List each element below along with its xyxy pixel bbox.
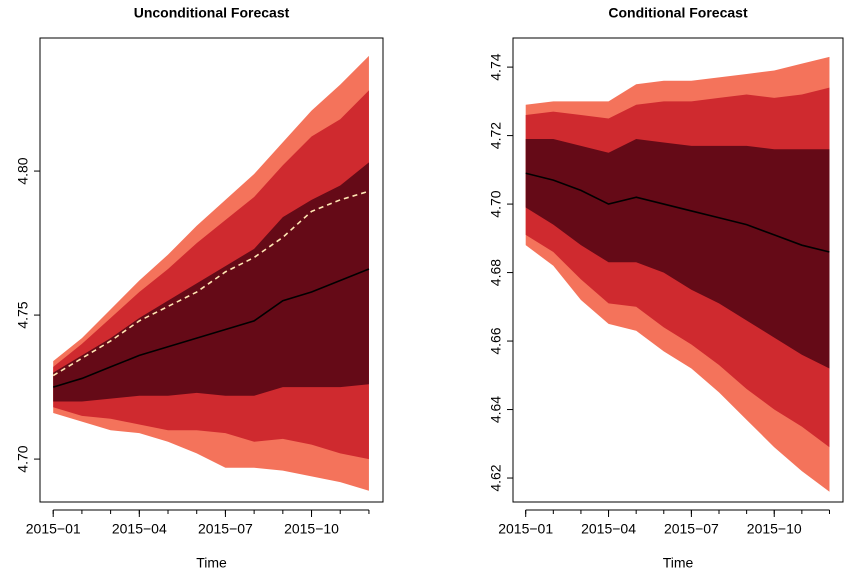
x-tick-label: 2015−10 bbox=[284, 521, 339, 537]
chart-title: Conditional Forecast bbox=[608, 5, 748, 21]
y-tick-label: 4.72 bbox=[488, 122, 504, 149]
forecast-line bbox=[525, 172, 830, 253]
y-tick-label: 4.64 bbox=[488, 396, 504, 423]
x-tick-label: 2015−01 bbox=[26, 521, 81, 537]
chart-title: Unconditional Forecast bbox=[134, 5, 290, 21]
x-tick-label: 2015−07 bbox=[664, 521, 719, 537]
plot-box bbox=[39, 37, 384, 503]
forecast-line bbox=[52, 190, 370, 377]
y-tick-label: 4.62 bbox=[488, 464, 504, 491]
y-tick-label: 4.68 bbox=[488, 259, 504, 286]
y-tick-label: 4.70 bbox=[15, 445, 31, 472]
y-tick-label: 4.75 bbox=[15, 301, 31, 328]
plot-box bbox=[512, 37, 844, 503]
x-tick-label: 2015−10 bbox=[747, 521, 802, 537]
x-tick-label: 2015−04 bbox=[581, 521, 636, 537]
y-tick-label: 4.66 bbox=[488, 327, 504, 354]
x-axis-label: Time bbox=[196, 555, 227, 571]
x-axis-label: Time bbox=[663, 555, 694, 571]
forecast-line bbox=[52, 268, 370, 388]
x-tick-label: 2015−07 bbox=[198, 521, 253, 537]
y-tick-label: 4.74 bbox=[488, 53, 504, 80]
y-tick-label: 4.80 bbox=[15, 157, 31, 184]
fan-band bbox=[525, 139, 830, 369]
x-tick-label: 2015−01 bbox=[498, 521, 553, 537]
y-tick-label: 4.70 bbox=[488, 190, 504, 217]
x-tick-label: 2015−04 bbox=[112, 521, 167, 537]
